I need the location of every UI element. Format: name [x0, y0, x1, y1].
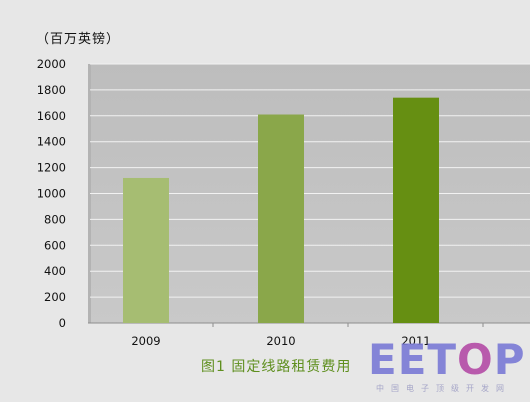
y-tick-label: 1600 [37, 109, 66, 123]
y-tick-label: 1400 [37, 135, 66, 149]
y-tick-label: 2000 [37, 57, 66, 71]
x-tick-label: 2009 [131, 334, 160, 348]
y-tick-label: 1800 [37, 83, 66, 97]
y-tick-label: 1000 [37, 187, 66, 201]
y-axis-unit-label: （百万英镑） [36, 32, 121, 47]
bar-2009 [123, 177, 169, 323]
plot-left-edge [88, 64, 91, 323]
bar-2011 [393, 97, 439, 323]
y-tick-label: 0 [59, 316, 66, 330]
x-tick-label: 2010 [266, 334, 295, 348]
bar-2010 [258, 114, 304, 323]
y-tick-label: 400 [44, 264, 66, 278]
x-tick-label: 2011 [401, 334, 430, 348]
y-tick-label: 600 [44, 238, 66, 252]
y-tick-label: 1200 [37, 161, 66, 175]
figure-caption: 图1 固定线路租赁费用 [201, 359, 352, 375]
y-tick-label: 200 [44, 290, 66, 304]
y-tick-label: 800 [44, 212, 66, 226]
